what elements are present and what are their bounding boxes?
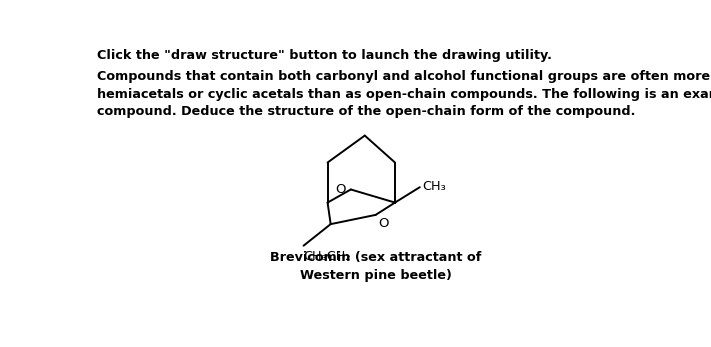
Text: Compounds that contain both carbonyl and alcohol functional groups are often mor: Compounds that contain both carbonyl and… xyxy=(97,70,711,118)
Text: Click the "draw structure" button to launch the drawing utility.: Click the "draw structure" button to lau… xyxy=(97,49,552,62)
Text: O: O xyxy=(336,183,346,196)
Text: CH₃CH₂: CH₃CH₂ xyxy=(304,250,351,263)
Text: O: O xyxy=(379,217,389,230)
Text: Brevicomin (sex attractant of
Western pine beetle): Brevicomin (sex attractant of Western pi… xyxy=(270,251,481,282)
Text: CH₃: CH₃ xyxy=(422,180,446,193)
